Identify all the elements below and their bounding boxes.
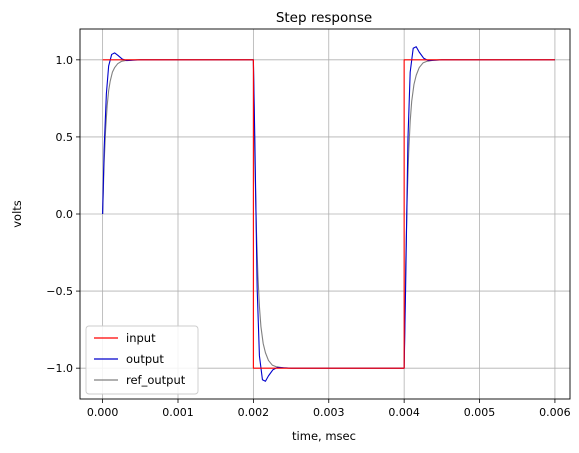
y-tick-label: 1.0 — [56, 54, 74, 67]
x-axis-label: time, msec — [292, 429, 356, 443]
x-tick-label: 0.004 — [388, 406, 420, 419]
y-axis-ticks: 1.0 0.5 0.0 −0.5 −1.0 — [46, 54, 80, 375]
x-tick-label: 0.002 — [238, 406, 270, 419]
y-tick-label: −1.0 — [46, 362, 73, 375]
legend-label-ref-output: ref_output — [126, 373, 186, 387]
legend-box — [85, 325, 199, 395]
x-axis-ticks: 0.000 0.001 0.002 0.003 0.004 0.005 0.006 — [87, 399, 571, 419]
x-tick-label: 0.006 — [539, 406, 571, 419]
series-lines — [102, 46, 555, 382]
x-tick-label: 0.001 — [162, 406, 194, 419]
y-tick-label: 0.5 — [56, 131, 74, 144]
x-tick-label: 0.003 — [313, 406, 345, 419]
chart-title: Step response — [276, 10, 372, 26]
x-tick-label: 0.005 — [464, 406, 496, 419]
x-tick-label: 0.000 — [87, 406, 119, 419]
y-axis-label: volts — [10, 200, 24, 228]
legend-label-output: output — [126, 352, 164, 366]
legend-label-input: input — [126, 331, 156, 345]
y-tick-label: −0.5 — [46, 285, 73, 298]
y-tick-label: 0.0 — [56, 208, 74, 221]
legend: input output ref_output — [85, 325, 199, 395]
series-line-ref-output — [102, 59, 555, 369]
series-line-output — [102, 46, 555, 382]
series-line-input — [102, 59, 555, 369]
